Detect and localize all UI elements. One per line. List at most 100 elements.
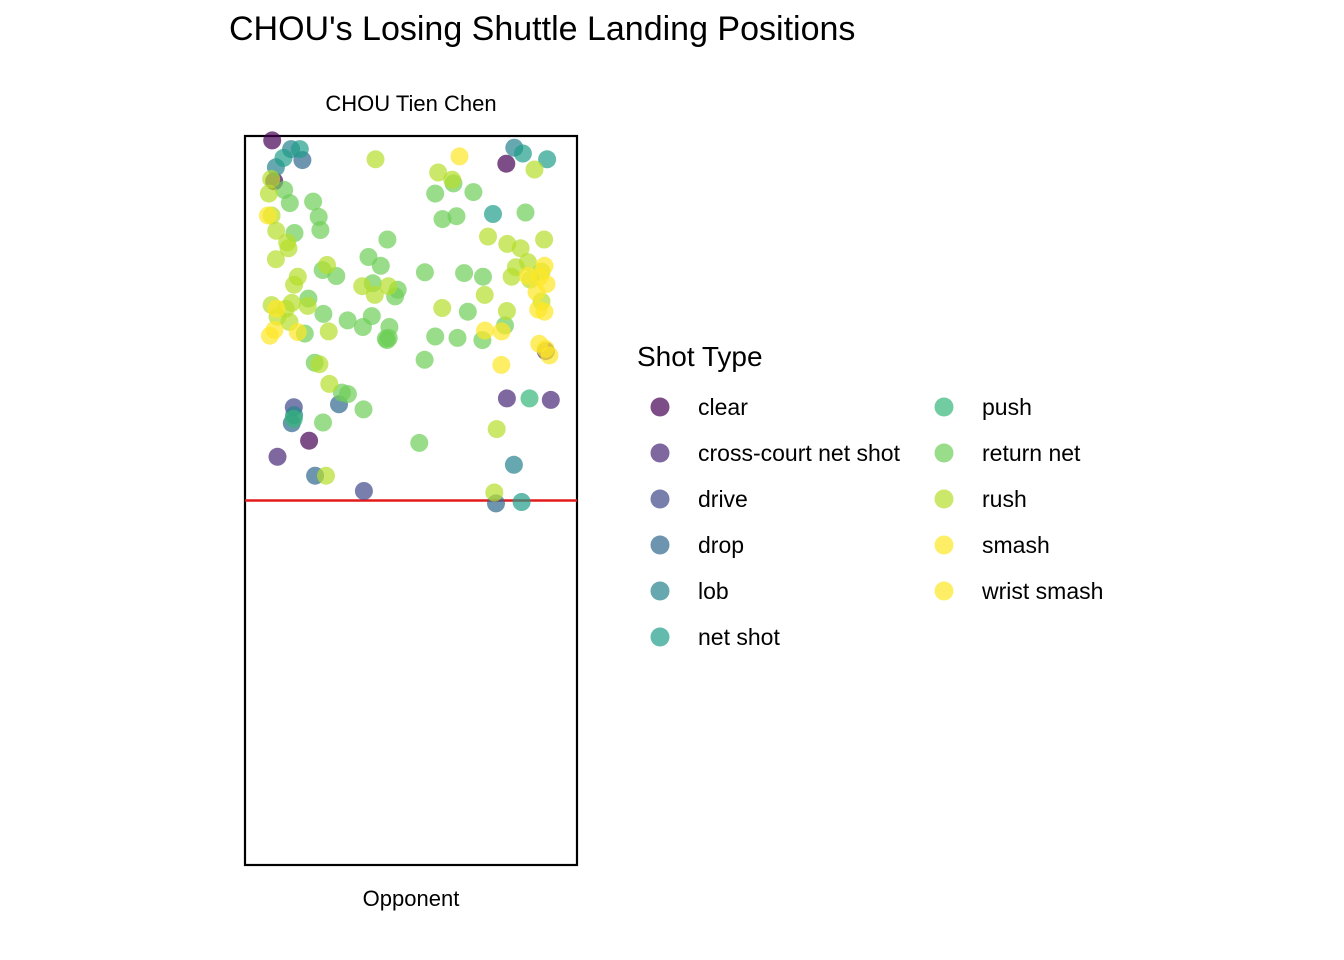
legend-item-net-shot: net shot [650, 624, 780, 650]
shot-point-return-net [426, 327, 445, 346]
shot-point-return-net [280, 194, 299, 213]
legend-label: return net [982, 440, 1081, 466]
legend-label: drop [698, 532, 744, 558]
legend-swatch [934, 581, 954, 601]
legend-swatch [650, 397, 670, 417]
legend-swatch [934, 535, 954, 555]
shot-point-wrist-smash [535, 302, 554, 321]
shot-point-return-net [309, 207, 328, 226]
legend-swatch [934, 443, 954, 463]
shot-point-rush [285, 275, 304, 294]
shot-point-wrist-smash [535, 256, 554, 275]
shot-point-rush [487, 420, 506, 439]
shot-point-wrist-smash [540, 346, 559, 365]
shot-point-rush [365, 285, 384, 304]
shot-point-return-net [458, 302, 477, 321]
shot-point-return-net [464, 183, 483, 202]
shot-point-return-net [447, 207, 466, 226]
shot-point-drive [354, 482, 373, 500]
legend-item-lob: lob [650, 578, 729, 604]
legend-swatch [650, 489, 670, 509]
shot-point-rush [353, 277, 372, 296]
shot-point-return-net [332, 383, 351, 402]
shot-point-wrist-smash [476, 321, 494, 340]
legend-swatch [650, 627, 670, 647]
legend-item-wrist-smash: wrist smash [934, 578, 1103, 604]
shot-point-return-net [314, 304, 333, 323]
shot-point-return-net [448, 328, 467, 347]
shot-point-rush [298, 296, 317, 315]
shot-point-wrist-smash [492, 355, 511, 374]
shot-point-return-net [354, 400, 373, 419]
shot-point-wrist-smash [450, 147, 469, 166]
shot-point-return-net [455, 264, 474, 283]
legend-item-drop: drop [650, 532, 744, 558]
shot-point-rush [259, 184, 278, 203]
shot-point-net-shot [512, 493, 531, 511]
shot-point-rush [497, 302, 516, 320]
legend-swatch [934, 489, 954, 509]
shot-point-rush [429, 163, 448, 182]
shot-point-wrist-smash [537, 275, 556, 293]
shot-point-return-net [426, 184, 445, 203]
shot-point-rush [535, 230, 554, 249]
legend-item-smash: smash [934, 532, 1050, 558]
shot-point-return-net [474, 267, 492, 286]
shot-point-net-shot [484, 205, 502, 223]
shot-point-wrist-smash [288, 323, 307, 342]
legend-label: wrist smash [981, 578, 1103, 604]
shot-point-rush [479, 227, 497, 246]
shot-point-return-net [362, 307, 381, 326]
shot-point-cross-court-net-shot [268, 447, 287, 466]
shot-point-return-net [314, 413, 332, 432]
shot-point-clear [497, 154, 516, 173]
shot-point-return-net [304, 192, 323, 211]
shot-point-rush [525, 160, 544, 179]
legend-label: cross-court net shot [698, 440, 901, 466]
shot-point-rush [443, 170, 462, 189]
shot-point-net-shot [290, 140, 309, 159]
shot-point-push [520, 389, 539, 408]
shot-point-return-net [415, 350, 434, 369]
shot-point-return-net [516, 203, 535, 222]
legend-label: push [982, 394, 1032, 420]
legend-label: smash [982, 532, 1050, 558]
legend-item-return-net: return net [934, 440, 1081, 466]
legend: clear cross-court net shot drive drop lob net… [650, 394, 1103, 650]
shot-point-return-net [410, 433, 429, 452]
shot-point-net-shot [274, 148, 293, 167]
legend-label: lob [698, 578, 729, 604]
shot-point-rush [485, 483, 504, 502]
shot-point-wrist-smash [258, 206, 277, 225]
legend-item-cross-court-net-shot: cross-court net shot [650, 440, 901, 466]
chart-title: CHOU's Losing Shuttle Landing Positions [229, 10, 855, 48]
legend-swatch [934, 397, 954, 417]
legend-item-push: push [934, 394, 1032, 420]
shot-point-rush [310, 355, 329, 374]
shot-point-push [284, 409, 303, 428]
shot-point-wrist-smash [518, 267, 537, 285]
shot-point-return-net [415, 263, 434, 282]
shot-point-rush [317, 466, 335, 485]
legend-swatch [650, 535, 670, 555]
shot-point-rush [318, 256, 336, 274]
shot-point-rush [262, 170, 281, 188]
shot-point-cross-court-net-shot [497, 389, 516, 408]
shot-point-rush [266, 250, 285, 269]
shot-point-clear [300, 431, 319, 450]
shot-point-return-net [378, 230, 397, 249]
shot-point-rush [379, 277, 398, 296]
shot-point-wrist-smash [492, 322, 511, 341]
legend-title: Shot Type [637, 341, 763, 372]
legend-swatch [650, 581, 670, 601]
shot-point-rush [511, 239, 530, 258]
shot-point-return-net [378, 331, 397, 350]
shot-point-net-shot [538, 150, 557, 169]
legend-label: rush [982, 486, 1027, 512]
shot-point-net-shot [513, 144, 532, 163]
legend-item-drive: drive [650, 486, 748, 512]
legend-label: net shot [698, 624, 780, 650]
shot-point-return-net [371, 256, 390, 275]
shot-point-return-net [338, 311, 357, 330]
